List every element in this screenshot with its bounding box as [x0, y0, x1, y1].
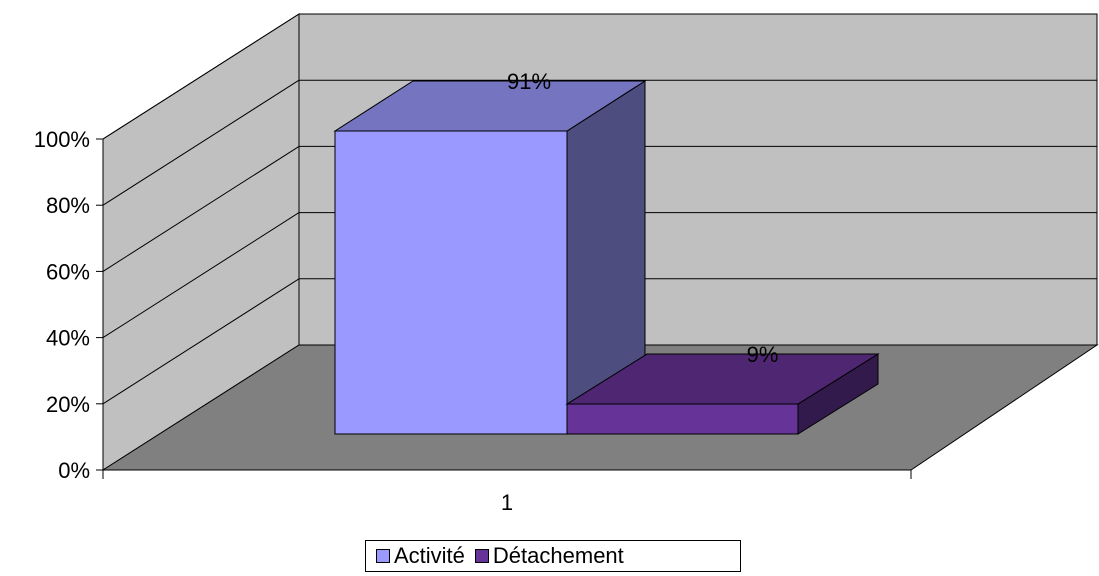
legend-swatch-detachement [474, 549, 489, 563]
data-label-detachement: 9% [747, 342, 779, 367]
y-tick-label: 40% [46, 326, 90, 351]
gridline-side [102, 13, 300, 140]
y-tick-label: 60% [46, 259, 90, 284]
x-tick-label: 1 [501, 490, 513, 515]
legend-item-detachement: Détachement [474, 543, 624, 569]
gridline-side [102, 145, 300, 272]
legend: Activité Détachement [365, 540, 741, 572]
legend-item-activite: Activité [376, 543, 465, 569]
y-tick-label: 100% [34, 127, 90, 152]
data-label-activite: 91% [507, 69, 551, 94]
y-tick-label: 80% [46, 193, 90, 218]
legend-label-detachement: Détachement [492, 543, 624, 568]
bar-front-detachement [566, 403, 799, 435]
y-tick-label: 20% [46, 392, 90, 417]
bar-front-activite [334, 130, 568, 435]
y-tick-label: 0% [58, 458, 90, 483]
gridline-side [102, 278, 300, 405]
gridline-side [102, 212, 300, 339]
legend-label-activite: Activité [394, 543, 465, 568]
gridline-side [102, 79, 300, 206]
legend-swatch-activite [376, 549, 390, 563]
